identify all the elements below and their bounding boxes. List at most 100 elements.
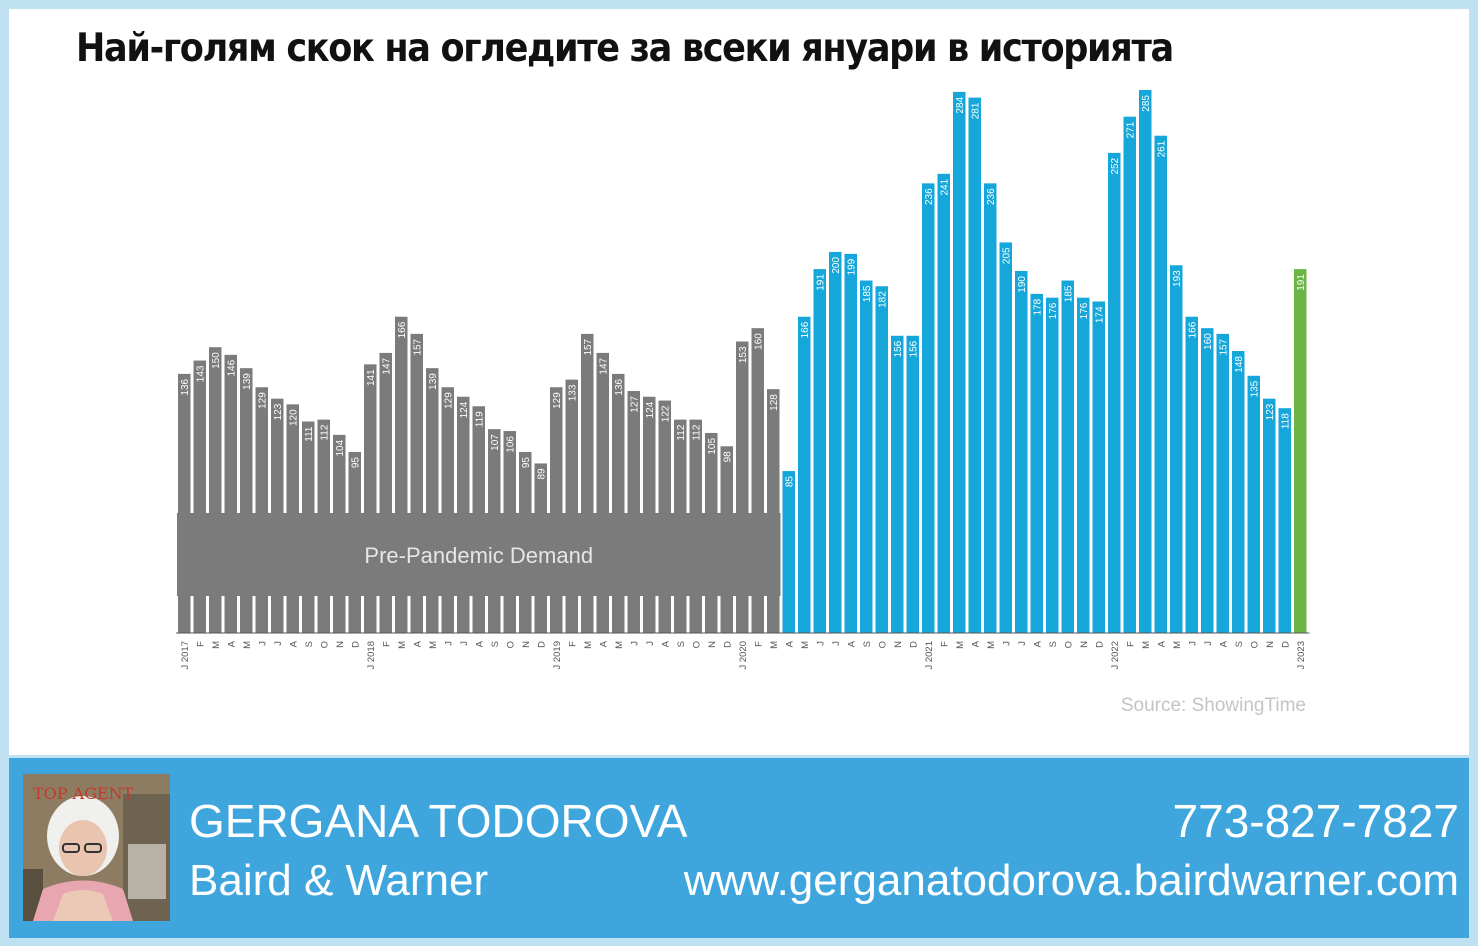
x-tick-label-39: A <box>784 640 795 647</box>
value-label-65: 166 <box>1187 321 1198 338</box>
x-tick-label-41: J <box>815 641 826 646</box>
bar-64 <box>1170 265 1183 633</box>
x-tick-label-19: A <box>474 640 485 647</box>
value-label-59: 174 <box>1094 306 1105 323</box>
bar-29 <box>627 391 640 633</box>
value-label-66: 160 <box>1203 333 1214 350</box>
value-label-49: 241 <box>939 178 950 195</box>
value-label-7: 120 <box>288 409 299 426</box>
bar-42 <box>829 251 842 633</box>
bar-59 <box>1092 301 1105 633</box>
bar-70 <box>1263 398 1276 633</box>
value-label-60: 252 <box>1110 157 1121 174</box>
value-label-54: 190 <box>1017 276 1028 293</box>
agent-website-link[interactable]: www.gerganatodorova.bairdwarner.com <box>683 856 1459 905</box>
value-label-8: 111 <box>304 426 315 442</box>
x-tick-label-32: S <box>676 641 687 647</box>
bar-57 <box>1061 280 1074 633</box>
value-label-61: 271 <box>1125 121 1136 138</box>
value-label-27: 147 <box>598 357 609 374</box>
value-label-5: 129 <box>257 392 268 409</box>
value-label-58: 176 <box>1079 302 1090 319</box>
value-label-26: 157 <box>583 338 594 355</box>
value-label-64: 193 <box>1172 270 1183 287</box>
value-label-46: 156 <box>893 340 904 357</box>
x-tick-label-27: A <box>598 640 609 647</box>
value-label-21: 106 <box>505 436 516 453</box>
x-tick-label-72: J 2023 <box>1296 641 1307 670</box>
bar-51 <box>968 97 981 634</box>
value-label-72: 191 <box>1296 274 1307 291</box>
bar-66 <box>1201 328 1214 633</box>
value-label-44: 185 <box>862 285 873 302</box>
x-tick-label-46: N <box>893 641 904 648</box>
chart-title: Най-голям скок на огледите за всеки януа… <box>76 26 1174 71</box>
value-label-32: 112 <box>676 424 687 440</box>
value-label-56: 176 <box>1048 302 1059 319</box>
value-label-16: 139 <box>428 373 439 390</box>
x-tick-label-48: J 2021 <box>924 641 935 670</box>
x-tick-label-60: J 2022 <box>1110 641 1121 670</box>
bar-44 <box>860 280 873 633</box>
value-label-10: 104 <box>335 439 346 456</box>
agent-name: GERGANA TODOROVA <box>189 795 688 847</box>
x-tick-label-51: A <box>970 640 981 647</box>
x-tick-label-10: N <box>335 641 346 648</box>
bar-55 <box>1030 293 1043 633</box>
bar-46 <box>891 335 904 633</box>
x-tick-label-47: D <box>908 641 919 648</box>
x-tick-label-13: F <box>381 641 392 647</box>
value-label-40: 166 <box>800 321 811 338</box>
x-tick-label-6: J <box>273 641 284 646</box>
value-label-43: 199 <box>846 258 857 275</box>
bar-52 <box>984 183 997 633</box>
prepandemic-band <box>177 513 781 596</box>
agent-phone[interactable]: 773-827-7827 <box>1172 795 1459 847</box>
value-label-42: 200 <box>831 257 842 274</box>
x-tick-label-11: D <box>350 641 361 648</box>
value-label-9: 112 <box>319 424 330 440</box>
x-tick-label-52: M <box>986 641 997 649</box>
x-tick-label-3: A <box>226 640 237 647</box>
value-label-0: 136 <box>180 378 191 395</box>
x-tick-label-30: J <box>645 641 656 646</box>
x-tick-label-40: M <box>800 641 811 649</box>
x-tick-label-28: M <box>614 641 625 649</box>
x-tick-label-66: J <box>1203 641 1214 646</box>
x-tick-label-67: A <box>1218 640 1229 647</box>
value-label-18: 124 <box>459 401 470 418</box>
bar-49 <box>937 173 950 633</box>
value-label-69: 135 <box>1249 380 1260 397</box>
bar-40 <box>798 316 811 633</box>
x-tick-label-33: O <box>691 641 702 648</box>
value-label-30: 124 <box>645 401 656 418</box>
x-tick-label-8: S <box>304 641 315 647</box>
value-label-51: 281 <box>970 102 981 119</box>
value-label-28: 136 <box>614 378 625 395</box>
x-tick-label-24: J 2019 <box>552 641 563 670</box>
x-tick-label-23: D <box>536 641 547 648</box>
agent-photo: TOP AGENT <box>23 774 170 921</box>
value-label-2: 150 <box>211 352 222 369</box>
value-label-20: 107 <box>490 434 501 451</box>
value-label-3: 146 <box>226 359 237 376</box>
value-label-29: 127 <box>629 396 640 413</box>
value-label-63: 261 <box>1156 140 1167 157</box>
value-label-52: 236 <box>986 188 997 205</box>
bar-63 <box>1154 135 1167 633</box>
x-tick-label-9: O <box>319 641 330 648</box>
x-tick-label-5: J <box>257 641 268 646</box>
x-tick-label-64: M <box>1172 641 1183 649</box>
prepandemic-band-label: Pre-Pandemic Demand <box>364 543 593 568</box>
x-tick-label-20: S <box>490 641 501 647</box>
x-tick-label-50: M <box>955 641 966 649</box>
x-tick-label-53: J <box>1001 641 1012 646</box>
value-label-25: 133 <box>567 384 578 401</box>
x-tick-label-36: J 2020 <box>738 641 749 670</box>
bar-69 <box>1247 375 1260 633</box>
bar-65 <box>1185 316 1198 633</box>
value-label-50: 284 <box>955 96 966 113</box>
bar-60 <box>1108 152 1121 633</box>
bar-53 <box>999 242 1012 633</box>
x-tick-label-63: A <box>1156 640 1167 647</box>
